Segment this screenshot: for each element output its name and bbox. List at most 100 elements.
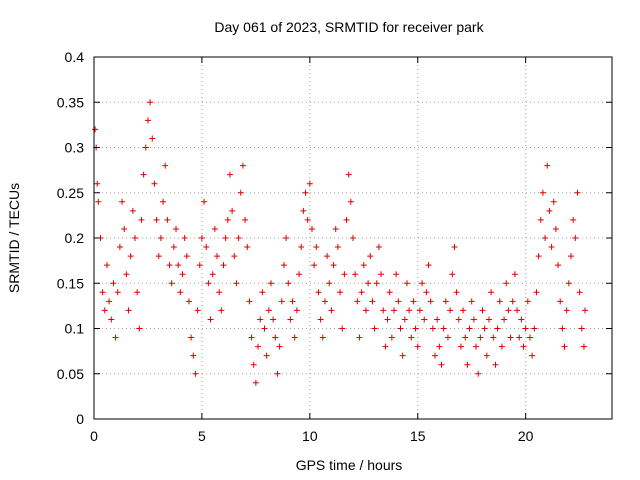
data-point: [101, 307, 108, 314]
data-point: [518, 316, 525, 323]
data-point: [429, 325, 436, 332]
data-point: [319, 334, 326, 341]
x-tick-label: 5: [198, 428, 206, 444]
data-point: [216, 289, 223, 296]
data-point: [321, 298, 328, 305]
data-point: [423, 289, 430, 296]
data-point: [103, 262, 110, 269]
data-point: [157, 235, 164, 241]
data-point: [229, 207, 236, 214]
data-point: [485, 316, 492, 323]
data-point: [114, 289, 121, 296]
data-point: [188, 334, 195, 341]
data-point: [544, 162, 551, 169]
data-point: [524, 298, 531, 305]
data-point: [386, 289, 393, 296]
data-point: [339, 325, 346, 332]
data-point: [99, 289, 106, 296]
data-point: [138, 216, 145, 223]
data-point: [457, 343, 464, 350]
data-point: [498, 343, 505, 350]
data-point: [371, 325, 378, 332]
data-point: [427, 298, 434, 305]
data-point: [343, 216, 350, 223]
data-point: [416, 307, 423, 314]
data-point: [436, 343, 443, 350]
data-point: [136, 325, 143, 332]
data-point: [507, 334, 514, 341]
data-point: [455, 316, 462, 323]
data-point: [488, 289, 495, 296]
data-point: [291, 334, 298, 341]
data-point: [119, 198, 126, 205]
data-point: [563, 307, 570, 314]
data-point: [406, 307, 413, 314]
x-tick-label: 15: [410, 428, 426, 444]
data-point: [149, 135, 156, 142]
data-point: [391, 307, 398, 314]
data-point: [337, 289, 344, 296]
data-point: [393, 271, 400, 278]
tick-labels: 0 5 10 15 20 0 0.05 0.1 0.15 0.2 0.25 0.3 0.35 0.4: [57, 49, 534, 444]
data-point: [503, 280, 510, 287]
data-point: [548, 244, 555, 251]
data-point: [330, 262, 337, 269]
x-tick-label: 0: [90, 428, 98, 444]
data-point: [479, 307, 486, 314]
data-point: [373, 280, 380, 287]
data-point: [194, 307, 201, 314]
data-point: [535, 253, 542, 260]
data-point: [419, 280, 426, 287]
data-point: [362, 307, 369, 314]
data-point: [134, 289, 141, 296]
data-point: [315, 289, 322, 296]
data-point: [514, 307, 521, 314]
data-point: [108, 316, 115, 323]
data-point: [473, 343, 480, 350]
data-point: [166, 262, 173, 269]
data-point: [179, 271, 186, 278]
data-point: [287, 316, 294, 323]
data-point: [224, 216, 231, 223]
data-point: [501, 316, 508, 323]
data-point: [561, 343, 568, 350]
data-point: [520, 343, 527, 350]
data-point: [155, 253, 162, 260]
data-point: [285, 280, 292, 287]
data-point: [516, 334, 523, 341]
data-point: [207, 316, 214, 323]
data-point: [164, 216, 171, 223]
data-point: [308, 225, 315, 232]
data-point: [177, 289, 184, 296]
data-point: [302, 189, 309, 196]
data-point: [205, 280, 212, 287]
data-point: [397, 325, 404, 332]
data-point: [382, 343, 389, 350]
data-point: [293, 307, 300, 314]
data-point: [192, 370, 199, 377]
data-point: [125, 307, 132, 314]
data-point: [447, 307, 454, 314]
data-point: [222, 235, 229, 241]
data-point: [242, 216, 249, 223]
data-point: [425, 262, 432, 269]
data-point: [542, 235, 549, 241]
data-point: [263, 352, 270, 359]
data-point: [565, 280, 572, 287]
data-point: [494, 325, 501, 332]
data-point: [248, 334, 255, 341]
data-point: [289, 298, 296, 305]
data-point: [464, 361, 471, 368]
data-point: [250, 361, 257, 368]
data-point: [168, 280, 175, 287]
y-tick-label: 0.25: [57, 185, 84, 201]
data-point: [408, 334, 415, 341]
data-point: [533, 289, 540, 296]
data-point: [106, 298, 113, 305]
data-point: [300, 207, 307, 214]
data-point: [183, 253, 190, 260]
data-point: [175, 262, 182, 269]
data-point: [492, 361, 499, 368]
data-point: [552, 225, 559, 232]
data-point: [477, 334, 484, 341]
